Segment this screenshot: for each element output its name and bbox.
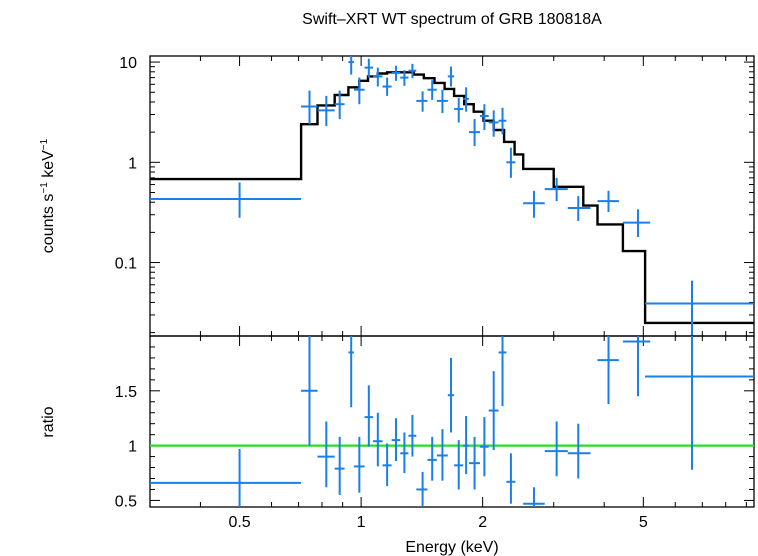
top-y-tick-label: 1	[128, 155, 137, 172]
spectrum-point	[372, 67, 383, 87]
ratio-point	[567, 423, 591, 479]
ratio-point	[463, 416, 469, 475]
spectrum-point	[391, 65, 401, 81]
top-y-tick-label: 0.1	[115, 256, 137, 273]
ratio-point	[391, 418, 401, 461]
ratio-point	[645, 336, 754, 470]
ratio-point	[454, 440, 464, 490]
ratio-point	[436, 429, 448, 481]
model-step-line	[150, 71, 754, 325]
x-tick-label: 1	[357, 514, 366, 531]
x-tick-labels: 0.5 1 2 5	[228, 514, 647, 531]
spectrum-point	[400, 70, 409, 86]
spectrum-point	[488, 110, 499, 137]
spectrum-point	[544, 177, 568, 202]
spectrum-point	[436, 89, 448, 114]
ratio-point	[488, 371, 499, 450]
spectrum-point	[364, 58, 373, 78]
spectrum-point	[348, 56, 354, 75]
ratio-point	[427, 436, 437, 481]
spectrum-point	[567, 196, 591, 221]
bottom-y-tick-label: 1	[128, 439, 137, 456]
ratio-point	[597, 336, 619, 404]
y-label-counts: counts s	[40, 194, 57, 254]
bottom-y-tick-label: 1.5	[115, 384, 137, 401]
y-label-kev: keV	[40, 150, 57, 182]
spectrum-point	[353, 77, 365, 105]
spectrum-point	[408, 63, 417, 79]
bottom-panel-ticks: 0.5 1 1.5	[115, 336, 754, 510]
spectrum-point	[150, 182, 302, 218]
ratio-point	[408, 414, 417, 457]
ratio-point	[334, 436, 345, 495]
bottom-panel-frame	[149, 335, 755, 508]
spectrum-point	[622, 209, 651, 237]
ratio-data-points	[150, 336, 754, 507]
spectrum-point	[447, 66, 455, 87]
model-curve	[150, 71, 754, 325]
ratio-point	[150, 448, 302, 507]
ratio-point	[348, 336, 354, 408]
spectrum-point	[463, 87, 469, 112]
spectrum-point	[479, 104, 489, 131]
spectrum-point	[506, 147, 516, 178]
ratio-point	[544, 421, 568, 477]
ratio-point	[506, 453, 516, 504]
spectrum-point	[334, 90, 345, 120]
bottom-y-axis-label: ratio	[40, 406, 57, 437]
y-label-sup1: −1	[39, 182, 50, 194]
spectrum-point	[416, 91, 428, 112]
top-y-axis-label: counts s−1 keV−1	[39, 138, 57, 253]
spectrum-data-points	[150, 56, 754, 336]
spectrum-point	[382, 77, 392, 96]
x-tick-label: 0.5	[228, 514, 250, 531]
spectrum-point	[645, 280, 754, 336]
top-panel-frame	[149, 55, 755, 337]
spectrum-point	[454, 97, 464, 123]
spectrum-point	[427, 80, 437, 100]
x-tick-label: 2	[478, 514, 487, 531]
ratio-point	[468, 436, 480, 490]
spectrum-point	[468, 119, 480, 147]
spectrum-point	[597, 190, 619, 212]
ratio-point	[416, 471, 428, 506]
ratio-point	[353, 436, 365, 493]
spectrum-point	[301, 90, 318, 125]
ratio-point	[622, 336, 651, 397]
x-tick-label: 5	[639, 514, 648, 531]
ratio-point	[400, 432, 409, 474]
ratio-point	[523, 487, 545, 507]
ratio-point	[372, 412, 383, 467]
spectrum-point	[523, 190, 545, 218]
ratio-point	[479, 417, 489, 477]
spectrum-point	[498, 107, 507, 135]
ratio-point	[382, 443, 392, 487]
x-axis-label: Energy (keV)	[405, 539, 498, 556]
spectrum-point	[317, 95, 335, 127]
top-panel-ticks: 0.1 1 10	[115, 55, 754, 336]
top-panel: 0.1 1 10	[115, 55, 755, 337]
ratio-point	[364, 385, 373, 447]
ratio-point	[498, 336, 507, 407]
ratio-point	[301, 336, 318, 446]
bottom-panel: 0.5 1 1.5	[115, 335, 755, 510]
y-label-sup2: −1	[39, 138, 50, 150]
ratio-point	[447, 357, 455, 433]
ratio-point	[317, 421, 335, 488]
top-y-tick-label: 10	[119, 55, 137, 72]
bottom-y-tick-label: 0.5	[115, 493, 137, 510]
chart-title: Swift–XRT WT spectrum of GRB 180818A	[302, 11, 602, 28]
